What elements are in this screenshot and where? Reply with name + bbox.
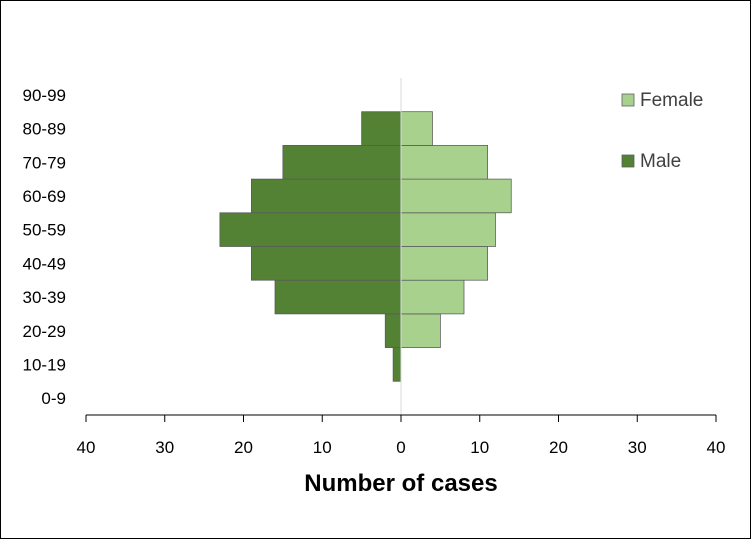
y-tick-label: 60-69: [23, 187, 66, 206]
x-tick-label: 10: [313, 438, 332, 457]
x-tick-label: 20: [549, 438, 568, 457]
x-tick-label: 30: [155, 438, 174, 457]
y-tick-label: 50-59: [23, 221, 66, 240]
y-tick-label: 70-79: [23, 153, 66, 172]
bar-male-80-89: [361, 111, 402, 146]
x-tick-label: 40: [707, 438, 726, 457]
legend-swatch-female: [621, 93, 635, 107]
y-tick-labels-group: 0-9 10-19 20-29 30-39 40-49 50-59 60-69 70-79 80…: [23, 86, 66, 408]
bar-male-20-29: [384, 313, 402, 348]
bar-female-40-49: [400, 246, 488, 281]
legend-label-male: Male: [640, 151, 681, 172]
y-tick-label: 90-99: [23, 86, 66, 105]
y-tick-label: 20-29: [23, 322, 66, 341]
bar-female-80-89: [400, 111, 433, 146]
bar-female-50-59: [400, 212, 496, 247]
y-tick-label: 10-19: [23, 355, 66, 374]
bar-male-50-59: [219, 212, 402, 247]
bar-male-70-79: [282, 145, 402, 180]
bar-male-30-39: [274, 279, 402, 315]
legend-label-female: Female: [640, 90, 703, 111]
bar-female-30-39: [400, 279, 465, 315]
bar-male-40-49: [251, 246, 402, 281]
x-tick-label: 10: [470, 438, 489, 457]
axes-group: [86, 78, 716, 416]
bars-group: [219, 111, 512, 382]
legend-swatch-male: [621, 154, 635, 168]
x-tick-label: 20: [234, 438, 253, 457]
x-tick-label: 0: [396, 438, 405, 457]
y-tick-label: 80-89: [23, 120, 66, 139]
x-ticks-group: 40 30 20 10 0 10 20 30 40: [77, 415, 726, 457]
y-tick-label: 0-9: [41, 389, 66, 408]
x-tick-label: 30: [628, 438, 647, 457]
bar-male-10-19: [392, 347, 402, 382]
y-tick-label: 40-49: [23, 254, 66, 273]
x-axis-title: Number of cases: [304, 470, 497, 497]
bar-female-60-69: [400, 178, 512, 214]
y-tick-label: 30-39: [23, 288, 66, 307]
bar-female-20-29: [400, 313, 441, 348]
bar-male-60-69: [251, 178, 402, 214]
x-tick-label: 40: [77, 438, 96, 457]
bar-female-70-79: [400, 145, 488, 180]
legend: Female Male: [621, 90, 703, 172]
